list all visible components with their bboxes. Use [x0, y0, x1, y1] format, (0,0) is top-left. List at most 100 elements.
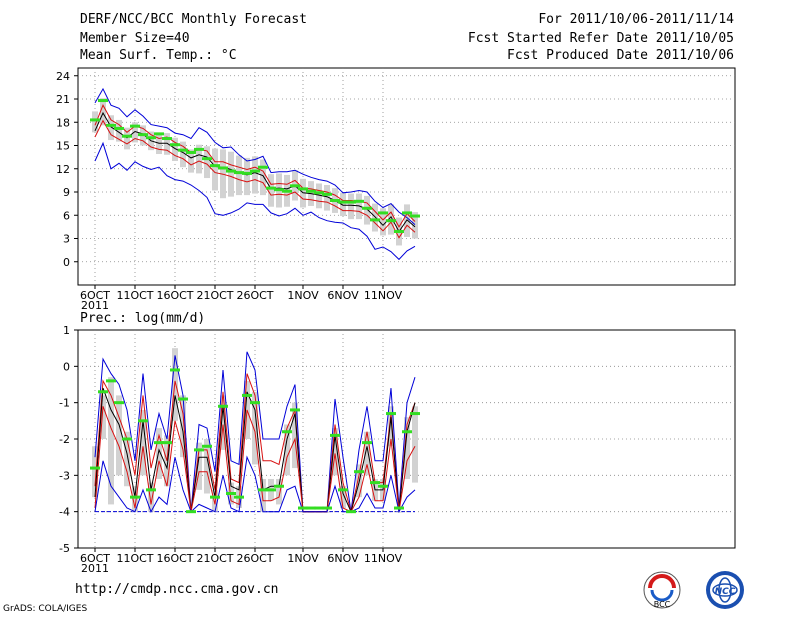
- series-max-line: [94, 87, 416, 225]
- panel-0-xtick-label: 6OCT: [80, 289, 110, 302]
- panel-0-ytick-label: 18: [56, 116, 70, 129]
- panel-0-ytick-label: 0: [63, 256, 70, 269]
- median-marker: [306, 506, 316, 510]
- median-marker: [402, 211, 412, 215]
- panel-0-ytick-label: 3: [63, 233, 70, 246]
- panel-1-xtick-label: 11NOV: [364, 552, 403, 565]
- median-marker: [138, 133, 148, 137]
- panel-1-xtick-label: 16OCT: [156, 552, 193, 565]
- median-marker: [290, 408, 300, 412]
- spread-box: [276, 478, 282, 505]
- median-marker: [90, 118, 100, 122]
- median-marker: [386, 219, 396, 223]
- spread-box: [180, 395, 186, 458]
- variable-label-precip: Prec.: log(mm/d): [80, 311, 206, 326]
- spread-box: [324, 185, 330, 211]
- median-marker: [226, 492, 236, 495]
- spread-box: [252, 391, 258, 465]
- median-marker: [282, 430, 292, 434]
- spread-box: [196, 144, 202, 174]
- spread-box: [412, 212, 418, 239]
- grads-credit: GrADS: COLA/IGES: [3, 604, 88, 614]
- spread-box: [348, 193, 354, 220]
- median-marker: [410, 412, 420, 416]
- median-marker: [362, 206, 372, 210]
- chart-title: DERF/NCC/BCC Monthly Forecast: [80, 12, 307, 27]
- spread-box: [332, 428, 338, 476]
- spread-box: [156, 134, 162, 155]
- panel-0-xtick-year: 2011: [81, 299, 109, 312]
- median-marker: [226, 169, 236, 173]
- median-marker: [194, 448, 204, 452]
- panel-0-frame: [77, 67, 736, 286]
- median-marker: [330, 433, 340, 437]
- median-marker: [386, 412, 396, 416]
- panel-1-xtick-label: 1NOV: [287, 552, 319, 565]
- median-marker: [154, 441, 164, 445]
- median-marker: [114, 401, 124, 405]
- panel-1-xtick-label: 6NOV: [327, 552, 359, 565]
- spread-box: [284, 424, 290, 476]
- spread-box: [212, 148, 218, 191]
- median-marker: [90, 466, 100, 470]
- panel-0-xtick-label: 21OCT: [196, 289, 233, 302]
- median-marker: [266, 488, 276, 492]
- series-min-line: [94, 455, 416, 514]
- median-marker: [274, 188, 284, 192]
- median-marker: [218, 166, 228, 170]
- panel-1-xtick-label: 6OCT: [80, 552, 110, 565]
- median-marker: [282, 189, 292, 193]
- panel-1-ytick-label: 1: [63, 324, 70, 337]
- fcst-produced-date: Fcst Produced Date 2011/10/06: [507, 48, 734, 63]
- spread-box: [364, 431, 370, 476]
- spread-box: [292, 402, 298, 469]
- median-marker: [162, 137, 172, 141]
- panel-1-ytick-label: -1: [59, 397, 70, 410]
- median-marker: [250, 169, 260, 173]
- spread-box: [172, 137, 178, 161]
- spread-box: [148, 482, 154, 512]
- median-marker: [314, 191, 324, 195]
- median-marker: [234, 495, 244, 499]
- median-marker: [378, 484, 388, 488]
- spread-box: [132, 122, 138, 143]
- median-marker: [186, 510, 196, 514]
- median-marker: [202, 444, 212, 448]
- median-marker: [290, 184, 300, 188]
- median-marker: [130, 495, 140, 499]
- median-marker: [178, 148, 188, 152]
- spread-box: [100, 395, 106, 439]
- panel-1-xtick-label: 11OCT: [116, 552, 153, 565]
- spread-box: [92, 111, 98, 133]
- source-url[interactable]: http://cmdp.ncc.cma.gov.cn: [75, 582, 279, 597]
- median-marker: [202, 157, 212, 161]
- spread-box: [372, 203, 378, 232]
- spread-box: [132, 486, 138, 512]
- median-marker: [370, 218, 380, 222]
- median-marker: [98, 390, 108, 394]
- spread-box: [388, 406, 394, 447]
- median-marker: [106, 123, 116, 127]
- spread-box: [252, 156, 258, 194]
- panel-1-xtick-year: 2011: [81, 562, 109, 575]
- series-min-line: [94, 141, 416, 261]
- median-marker: [218, 404, 228, 408]
- spread-box: [156, 428, 162, 479]
- spread-box: [340, 192, 346, 217]
- median-marker: [338, 488, 348, 492]
- spread-box: [196, 442, 202, 490]
- median-marker: [178, 397, 188, 401]
- spread-box: [340, 486, 346, 509]
- spread-box: [316, 183, 322, 209]
- median-marker: [162, 441, 172, 445]
- forecast-period: For 2011/10/06-2011/11/14: [538, 12, 734, 27]
- panel-1-ytick-label: -5: [59, 542, 70, 555]
- bcc-logo-text: BCC: [654, 600, 671, 609]
- spread-box: [116, 395, 122, 476]
- median-marker: [370, 481, 380, 485]
- spread-box: [260, 478, 266, 512]
- median-marker: [410, 214, 420, 218]
- panel-1-xtick-label: 26OCT: [236, 552, 273, 565]
- spread-box: [116, 119, 122, 142]
